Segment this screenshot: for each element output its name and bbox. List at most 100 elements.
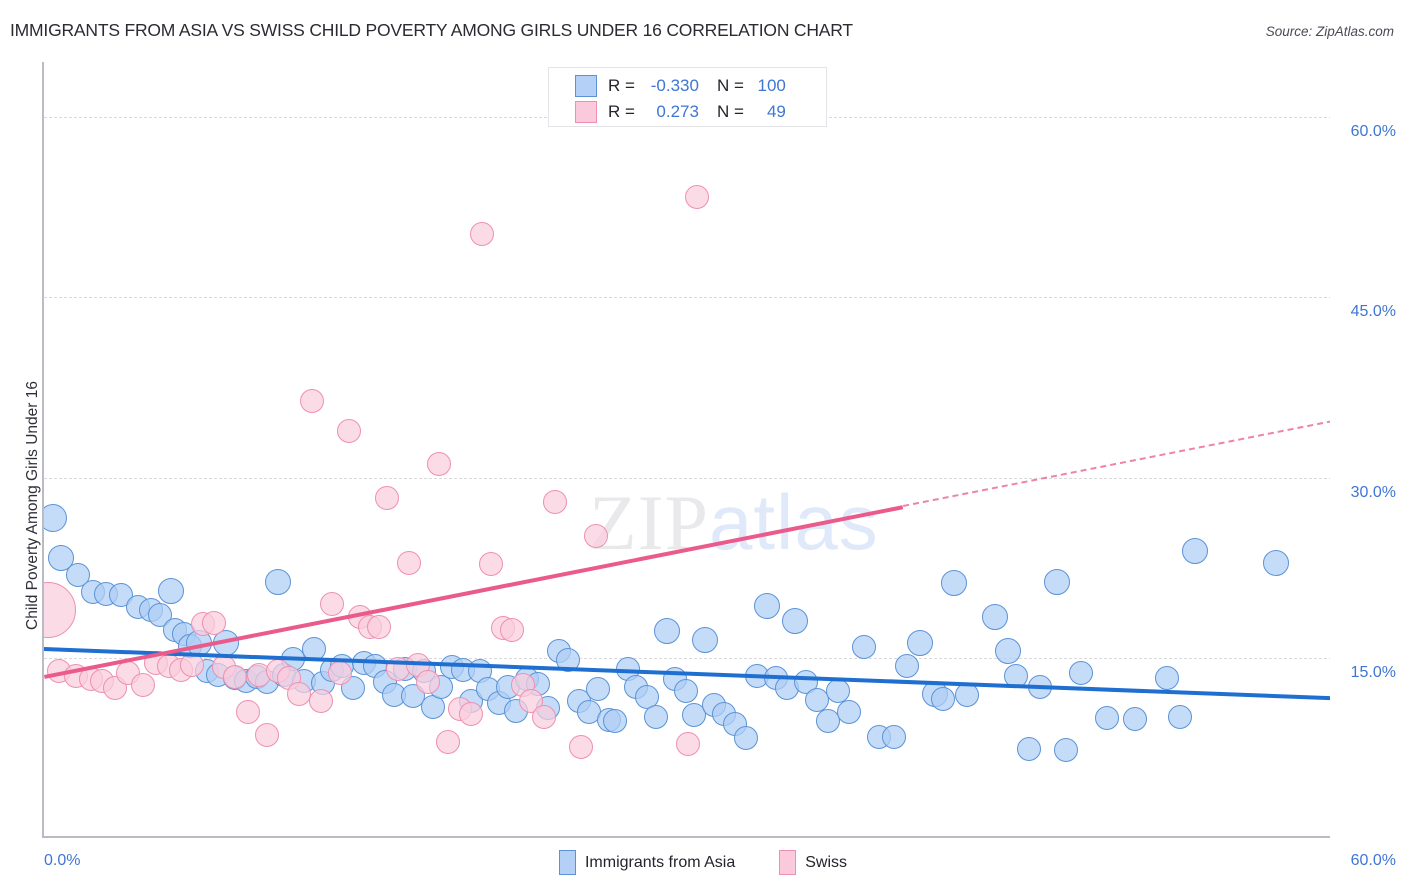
- legend-swatch-swiss: [575, 101, 597, 123]
- scatter-point-immigrants-from-asia: [882, 725, 907, 750]
- legend-r-label-pink: R =: [608, 102, 635, 121]
- scatter-point-immigrants-from-asia: [931, 686, 956, 711]
- scatter-point-immigrants-from-asia: [1263, 549, 1290, 576]
- scatter-point-immigrants-from-asia: [653, 618, 680, 645]
- scatter-point-immigrants-from-asia: [555, 648, 580, 673]
- plot-area: ZIPatlas: [42, 62, 1330, 838]
- scatter-point-swiss: [568, 734, 593, 759]
- scatter-point-immigrants-from-asia: [264, 569, 291, 596]
- scatter-point-immigrants-from-asia: [302, 637, 327, 662]
- scatter-point-immigrants-from-asia: [1044, 569, 1071, 596]
- scatter-point-swiss: [469, 221, 494, 246]
- scatter-point-immigrants-from-asia: [1028, 674, 1053, 699]
- scatter-point-immigrants-from-asia: [692, 626, 719, 653]
- scatter-point-swiss: [426, 452, 451, 477]
- x-axis-min-label: 0.0%: [44, 852, 81, 869]
- scatter-point-swiss: [684, 184, 709, 209]
- scatter-point-swiss: [130, 673, 155, 698]
- scatter-point-swiss: [255, 722, 280, 747]
- x-axis-max-label: 60.0%: [1350, 852, 1396, 869]
- scatter-point-immigrants-from-asia: [66, 562, 91, 587]
- trendline-swiss-extrapolated: [902, 419, 1330, 507]
- scatter-point-swiss: [328, 661, 353, 686]
- series-legend: Immigrants from Asia Swiss: [0, 850, 1406, 875]
- scatter-point-immigrants-from-asia: [157, 577, 184, 604]
- scatter-point-swiss: [478, 552, 503, 577]
- series-swatch-immigrants-from-asia: [558, 850, 576, 875]
- y-tick-label: 60.0%: [1350, 123, 1396, 141]
- gridline-45: [44, 297, 1330, 299]
- scatter-point-immigrants-from-asia: [1068, 661, 1093, 686]
- scatter-point-immigrants-from-asia: [815, 709, 840, 734]
- scatter-point-swiss: [396, 550, 421, 575]
- y-tick-label: 15.0%: [1350, 663, 1396, 681]
- scatter-point-immigrants-from-asia: [1167, 704, 1192, 729]
- gridline-30: [44, 477, 1330, 479]
- page-title: IMMIGRANTS FROM ASIA VS SWISS CHILD POVE…: [10, 20, 853, 40]
- scatter-point-swiss: [300, 388, 325, 413]
- series-legend-label-swiss: Swiss: [805, 853, 848, 871]
- legend-n-label-blue: N =: [716, 76, 744, 95]
- scatter-point-immigrants-from-asia: [837, 699, 861, 724]
- scatter-point-immigrants-from-asia: [1122, 707, 1147, 732]
- scatter-point-immigrants-from-asia: [754, 593, 781, 620]
- scatter-point-swiss: [435, 729, 460, 754]
- watermark-zip: ZIP: [589, 479, 709, 566]
- scatter-point-immigrants-from-asia: [1094, 705, 1119, 730]
- scatter-point-immigrants-from-asia: [44, 504, 67, 533]
- scatter-point-immigrants-from-asia: [1017, 737, 1042, 762]
- legend-row-blue: R = -0.330 N = 100: [549, 73, 826, 99]
- scatter-point-swiss: [336, 418, 361, 443]
- scatter-point-swiss: [287, 681, 312, 706]
- scatter-point-swiss: [308, 689, 333, 714]
- scatter-point-swiss: [319, 591, 344, 616]
- scatter-point-immigrants-from-asia: [733, 726, 758, 751]
- scatter-point-immigrants-from-asia: [585, 677, 610, 702]
- scatter-point-swiss: [499, 618, 524, 643]
- gridline-15: [44, 657, 1330, 659]
- scatter-point-swiss: [532, 704, 557, 729]
- scatter-point-immigrants-from-asia: [804, 687, 829, 712]
- y-tick-label: 30.0%: [1350, 483, 1396, 501]
- legend-r-value-pink: 0.273: [656, 102, 699, 121]
- scatter-point-immigrants-from-asia: [673, 679, 698, 704]
- legend-n-value-blue: 100: [757, 76, 786, 95]
- correlation-legend: R = -0.330 N = 100 R = 0.273 N = 49: [548, 67, 827, 127]
- scatter-point-immigrants-from-asia: [826, 679, 851, 704]
- legend-swatch-immigrants-from-asia: [575, 75, 597, 97]
- scatter-point-immigrants-from-asia: [1053, 738, 1078, 763]
- scatter-point-immigrants-from-asia: [643, 704, 668, 729]
- scatter-point-swiss: [44, 581, 77, 638]
- scatter-point-immigrants-from-asia: [981, 603, 1008, 630]
- scatter-point-swiss: [542, 489, 567, 514]
- scatter-point-immigrants-from-asia: [941, 570, 968, 597]
- series-legend-item-immigrants-from-asia[interactable]: Immigrants from Asia: [558, 850, 736, 875]
- series-legend-item-swiss[interactable]: Swiss: [779, 850, 847, 875]
- scatter-point-immigrants-from-asia: [1154, 666, 1179, 691]
- scatter-point-swiss: [235, 699, 260, 724]
- y-tick-label: 45.0%: [1350, 303, 1396, 321]
- legend-n-value-pink: 49: [766, 102, 786, 121]
- legend-row-pink: R = 0.273 N = 49: [549, 99, 826, 125]
- series-swatch-swiss: [779, 850, 797, 875]
- scatter-point-immigrants-from-asia: [894, 654, 919, 679]
- scatter-point-swiss: [375, 486, 400, 511]
- scatter-point-immigrants-from-asia: [782, 607, 809, 634]
- scatter-point-immigrants-from-asia: [906, 630, 933, 657]
- scatter-point-immigrants-from-asia: [852, 635, 877, 659]
- legend-r-label-blue: R =: [608, 76, 635, 95]
- watermark-atlas: atlas: [709, 478, 879, 566]
- legend-r-value-blue: -0.330: [650, 76, 699, 95]
- scatter-point-immigrants-from-asia: [1004, 663, 1029, 688]
- scatter-point-swiss: [366, 614, 391, 639]
- scatter-point-swiss: [223, 665, 248, 690]
- scatter-point-immigrants-from-asia: [420, 695, 445, 720]
- scatter-point-swiss: [459, 702, 484, 727]
- scatter-point-swiss: [583, 524, 608, 549]
- scatter-point-immigrants-from-asia: [1181, 537, 1208, 564]
- y-axis-title: Child Poverty Among Girls Under 16: [24, 381, 41, 630]
- series-legend-label-immigrants-from-asia: Immigrants from Asia: [584, 853, 736, 871]
- scatter-point-swiss: [180, 653, 205, 678]
- scatter-point-immigrants-from-asia: [994, 637, 1021, 664]
- scatter-point-swiss: [676, 732, 700, 757]
